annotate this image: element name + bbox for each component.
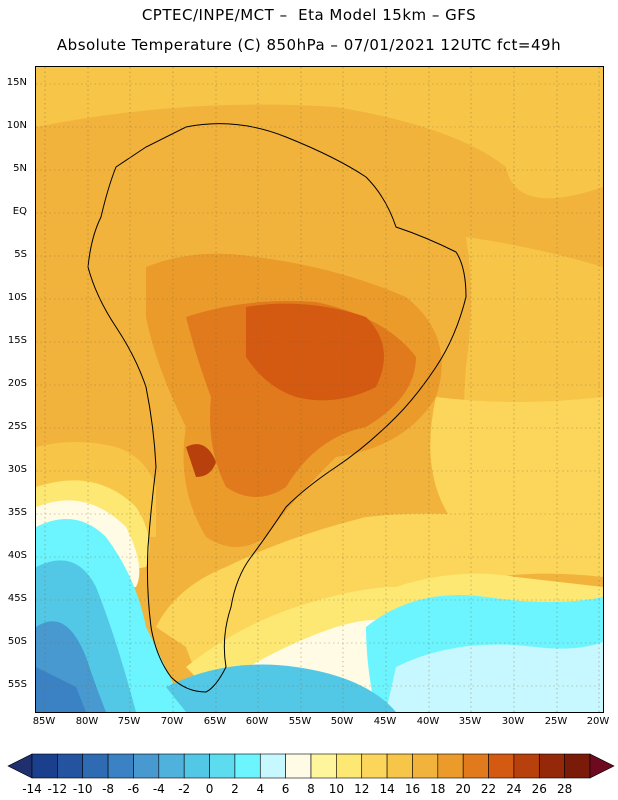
lon-label: 40W — [416, 716, 440, 727]
colorbar-label: -2 — [178, 782, 191, 796]
colorbar-cell — [57, 753, 84, 779]
lat-label: 55S — [7, 679, 27, 690]
colorbar-label: 0 — [205, 782, 214, 796]
lat-label: 20S — [7, 378, 27, 389]
colorbar-label: 22 — [480, 782, 497, 796]
colorbar-label: 26 — [531, 782, 547, 796]
colorbar-cell — [31, 753, 58, 779]
colorbar-label: 18 — [430, 782, 446, 796]
colorbar-cell — [437, 753, 464, 779]
lon-label: 30W — [501, 716, 525, 727]
colorbar-label: 14 — [379, 782, 395, 796]
colorbar-cell — [386, 753, 413, 779]
colorbar-label: -14 — [22, 782, 42, 796]
colorbar-cell — [107, 753, 134, 779]
lat-label: 15N — [6, 77, 27, 88]
colorbar-cell — [183, 753, 210, 779]
title-line-2: Absolute Temperature (C) 850hPa – 07/01/… — [56, 36, 562, 54]
colorbar-cell — [538, 753, 565, 779]
lon-label: 25W — [544, 716, 568, 727]
colorbar-cell — [336, 753, 363, 779]
lat-label: 15S — [7, 335, 27, 346]
colorbar-cell — [234, 753, 261, 779]
title-line-1: CPTEC/INPE/MCT – Eta Model 15km – GFS — [141, 6, 477, 24]
colorbar-cell — [513, 753, 540, 779]
lon-label: 50W — [330, 716, 354, 727]
colorbar-cell — [209, 753, 236, 779]
lat-label: 50S — [7, 636, 27, 647]
lon-label: 80W — [75, 716, 99, 727]
colorbar-label: 10 — [328, 782, 344, 796]
colorbar-cell — [462, 753, 489, 779]
colorbar-cell — [285, 753, 312, 779]
lat-label: 5S — [14, 249, 27, 260]
lon-label: 60W — [245, 716, 269, 727]
colorbar-label: -10 — [72, 782, 93, 796]
colorbar-label: 2 — [231, 782, 239, 796]
lon-label: 75W — [117, 716, 141, 727]
lon-label: 35W — [458, 716, 482, 727]
lat-label: 30S — [7, 464, 27, 475]
colorbar-cell — [412, 753, 439, 779]
lon-label: 85W — [32, 716, 56, 727]
colorbar-label: 12 — [354, 782, 370, 796]
colorbar-cell — [564, 753, 591, 779]
colorbar-right-arrow — [589, 753, 615, 779]
colorbar-cell — [133, 753, 160, 779]
colorbar-cell — [158, 753, 185, 779]
colorbar-cell — [82, 753, 109, 779]
lat-label: 10N — [6, 120, 27, 131]
colorbar-label: 4 — [256, 782, 265, 796]
colorbar-label: -4 — [152, 782, 165, 796]
colorbar-label: 6 — [281, 782, 290, 796]
lat-label: 25S — [7, 421, 27, 432]
colorbar-cell — [361, 753, 388, 779]
lat-label: 10S — [7, 292, 27, 303]
lat-label: 40S — [7, 550, 27, 561]
colorbar-label: 16 — [404, 782, 421, 796]
lat-label: 5N — [13, 163, 27, 174]
lon-label: 45W — [373, 716, 397, 727]
colorbar-label: 28 — [556, 782, 573, 796]
colorbar-label: -6 — [127, 782, 140, 796]
map-panel — [35, 66, 604, 713]
colorbar-cell — [259, 753, 286, 779]
colorbar-label: -8 — [102, 782, 115, 796]
lon-label: 65W — [203, 716, 227, 727]
colorbar-cells — [7, 753, 615, 779]
lon-label: 20W — [586, 716, 610, 727]
colorbar-cell — [310, 753, 337, 779]
colorbar-label: -12 — [47, 782, 68, 796]
lat-label: 45S — [7, 593, 27, 604]
lat-label: EQ — [12, 206, 27, 217]
colorbar-label: 24 — [506, 782, 522, 796]
colorbar-cell — [488, 753, 515, 779]
lon-label: 55W — [288, 716, 312, 727]
lon-label: 70W — [160, 716, 184, 727]
colorbar — [7, 753, 615, 779]
lat-label: 35S — [7, 507, 27, 518]
colorbar-label: 8 — [307, 782, 315, 796]
temperature-map — [36, 67, 603, 712]
colorbar-label: 20 — [455, 782, 471, 796]
colorbar-left-arrow — [7, 753, 33, 779]
